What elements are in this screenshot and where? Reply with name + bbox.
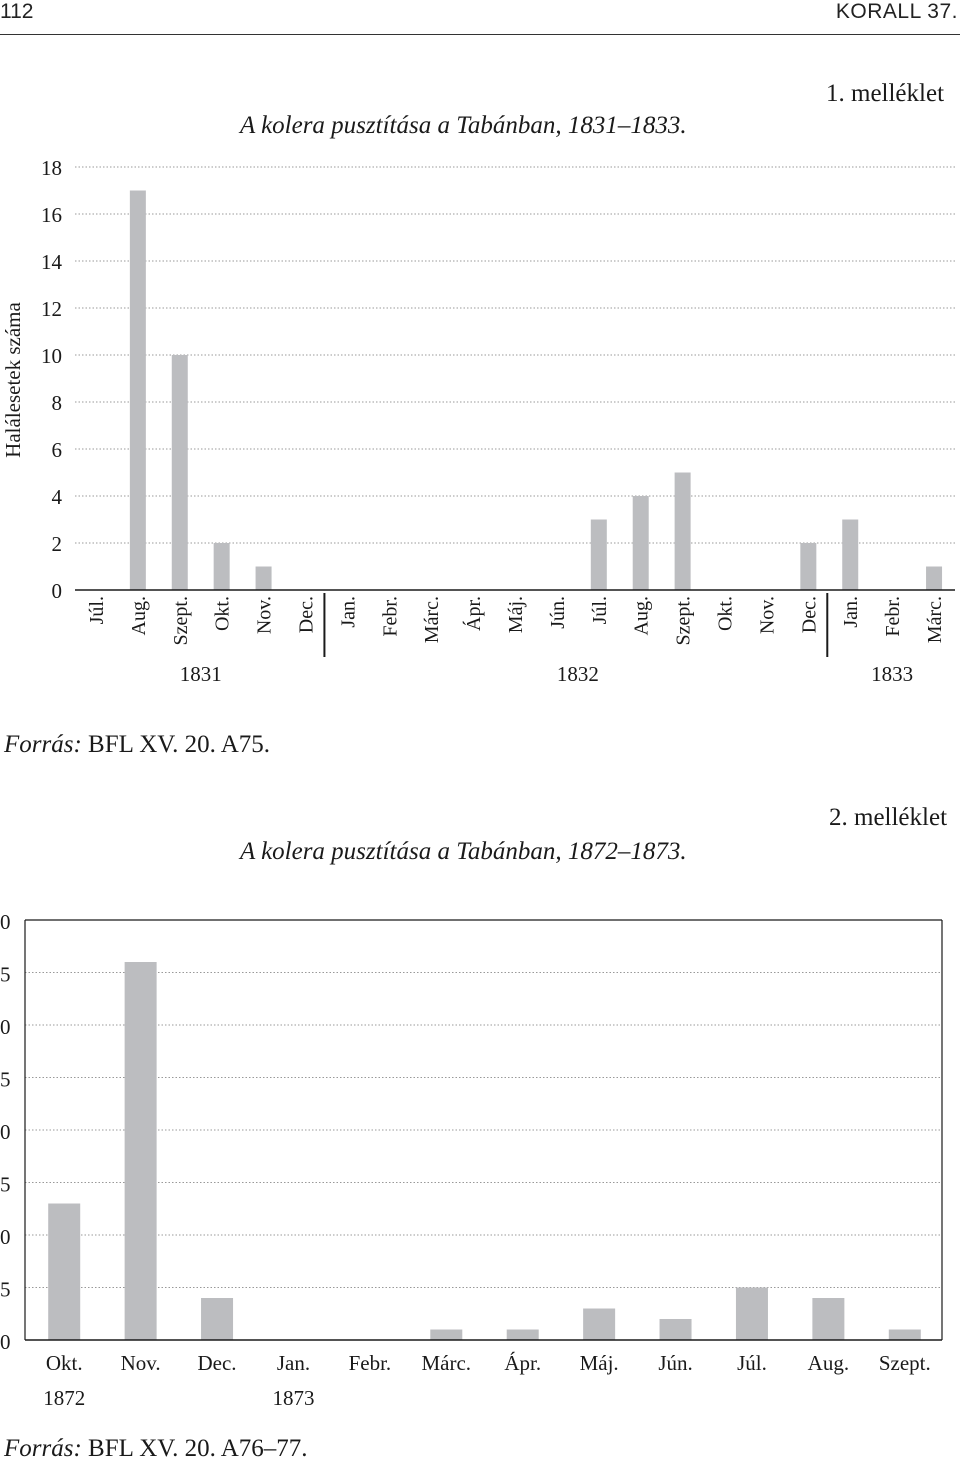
year-label: 1832: [557, 662, 599, 686]
journal-title: KORALL 37.: [835, 0, 958, 23]
bar: [800, 543, 817, 590]
y-tick-label: 0: [0, 1330, 11, 1354]
x-tick-label: Jún.: [547, 596, 569, 629]
x-tick-label: Jún.: [658, 1351, 692, 1375]
x-tick-label: Nov.: [756, 596, 778, 634]
bar: [842, 519, 859, 590]
x-tick-label: Máj.: [505, 596, 527, 633]
x-tick-label: Ápr.: [462, 596, 485, 631]
bar: [674, 472, 691, 590]
x-tick-label: Jan.: [337, 596, 359, 628]
y-tick-label: 5: [0, 1068, 11, 1092]
chart-title-1: A kolera pusztítása a Tabánban, 1831–183…: [240, 112, 687, 139]
x-tick-label: Júl.: [589, 596, 611, 624]
annex-label-1: 1. melléklet: [826, 80, 945, 107]
bar: [632, 496, 649, 590]
y-tick-label: 5: [0, 1278, 11, 1302]
y-tick-label: 16: [41, 203, 62, 227]
x-tick-label: Okt.: [715, 596, 737, 631]
year-label: 1873: [272, 1386, 314, 1410]
x-tick-label: Jan.: [277, 1351, 310, 1375]
x-tick-label: Márc.: [421, 596, 443, 643]
y-tick-label: 0: [52, 579, 63, 603]
bar: [201, 1298, 234, 1340]
x-tick-label: Febr.: [349, 1351, 392, 1375]
bar: [659, 1319, 692, 1340]
bar: [888, 1329, 921, 1340]
x-tick-label: Márc.: [924, 596, 946, 643]
x-tick-label: Dec.: [198, 1351, 237, 1375]
x-tick-label: Aug.: [631, 596, 653, 635]
bar: [926, 566, 943, 590]
y-tick-label: 5: [0, 963, 11, 987]
page-number: 112: [0, 0, 34, 23]
chart-title-2: A kolera pusztítása a Tabánban, 1872–187…: [240, 838, 687, 865]
bar: [583, 1308, 616, 1340]
bar: [812, 1298, 845, 1340]
year-label: 1833: [871, 662, 913, 686]
bar: [255, 566, 272, 590]
x-tick-label: Jan.: [840, 596, 862, 628]
y-tick-label: 0: [0, 1120, 11, 1144]
y-tick-label: 2: [52, 532, 63, 556]
y-tick-label: 4: [52, 485, 63, 509]
source-note-2: Forrás: BFL XV. 20. A76–77.: [4, 1435, 308, 1463]
year-label: 1831: [180, 662, 222, 686]
x-tick-label: Nov.: [254, 596, 276, 634]
x-tick-label: Nov.: [121, 1351, 161, 1375]
source-text-1: BFL XV. 20. A75.: [88, 731, 271, 758]
x-tick-label: Szept.: [170, 596, 192, 645]
bar: [506, 1329, 539, 1340]
bar: [735, 1287, 768, 1340]
x-tick-label: Ápr.: [504, 1351, 541, 1375]
year-label: 1872: [43, 1386, 85, 1410]
x-tick-label: Dec.: [798, 596, 820, 633]
bar: [171, 355, 188, 590]
x-tick-label: Dec.: [295, 596, 317, 633]
x-tick-label: Szept.: [673, 596, 695, 645]
source-prefix-2: Forrás:: [4, 1435, 82, 1462]
x-tick-label: Okt.: [212, 596, 234, 631]
bar: [430, 1329, 463, 1340]
x-tick-label: Aug.: [128, 596, 150, 635]
y-tick-label: 18: [41, 156, 62, 180]
y-tick-label: 0: [0, 910, 11, 934]
bar: [213, 543, 230, 590]
y-tick-label: 0: [0, 1225, 11, 1249]
source-prefix-1: Forrás:: [4, 731, 82, 758]
bar: [590, 519, 607, 590]
bar: [129, 190, 146, 590]
source-note-1: Forrás: BFL XV. 20. A75.: [4, 731, 270, 759]
x-tick-label: Márc.: [422, 1351, 472, 1375]
y-tick-label: 12: [41, 297, 62, 321]
x-tick-label: Szept.: [879, 1351, 931, 1375]
y-tick-label: 8: [52, 391, 63, 415]
y-tick-label: 5: [0, 1173, 11, 1197]
bar: [48, 1203, 81, 1340]
y-tick-label: 14: [41, 250, 63, 274]
x-tick-label: Febr.: [379, 596, 401, 637]
x-tick-label: Júl.: [737, 1351, 767, 1375]
x-tick-label: Máj.: [580, 1351, 619, 1375]
x-tick-label: Febr.: [882, 596, 904, 637]
y-axis-label: Halálesetek száma: [1, 301, 25, 457]
y-tick-label: 6: [52, 438, 63, 462]
x-tick-label: Aug.: [808, 1351, 849, 1375]
x-tick-label: Júl.: [86, 596, 108, 624]
x-tick-label: Okt.: [46, 1351, 83, 1375]
annex-label-2: 2. melléklet: [829, 804, 948, 831]
y-tick-label: 0: [0, 1015, 11, 1039]
source-text-2: BFL XV. 20. A76–77.: [88, 1435, 308, 1462]
y-tick-label: 10: [41, 344, 62, 368]
header-rule: [0, 34, 960, 35]
bar: [124, 962, 157, 1340]
